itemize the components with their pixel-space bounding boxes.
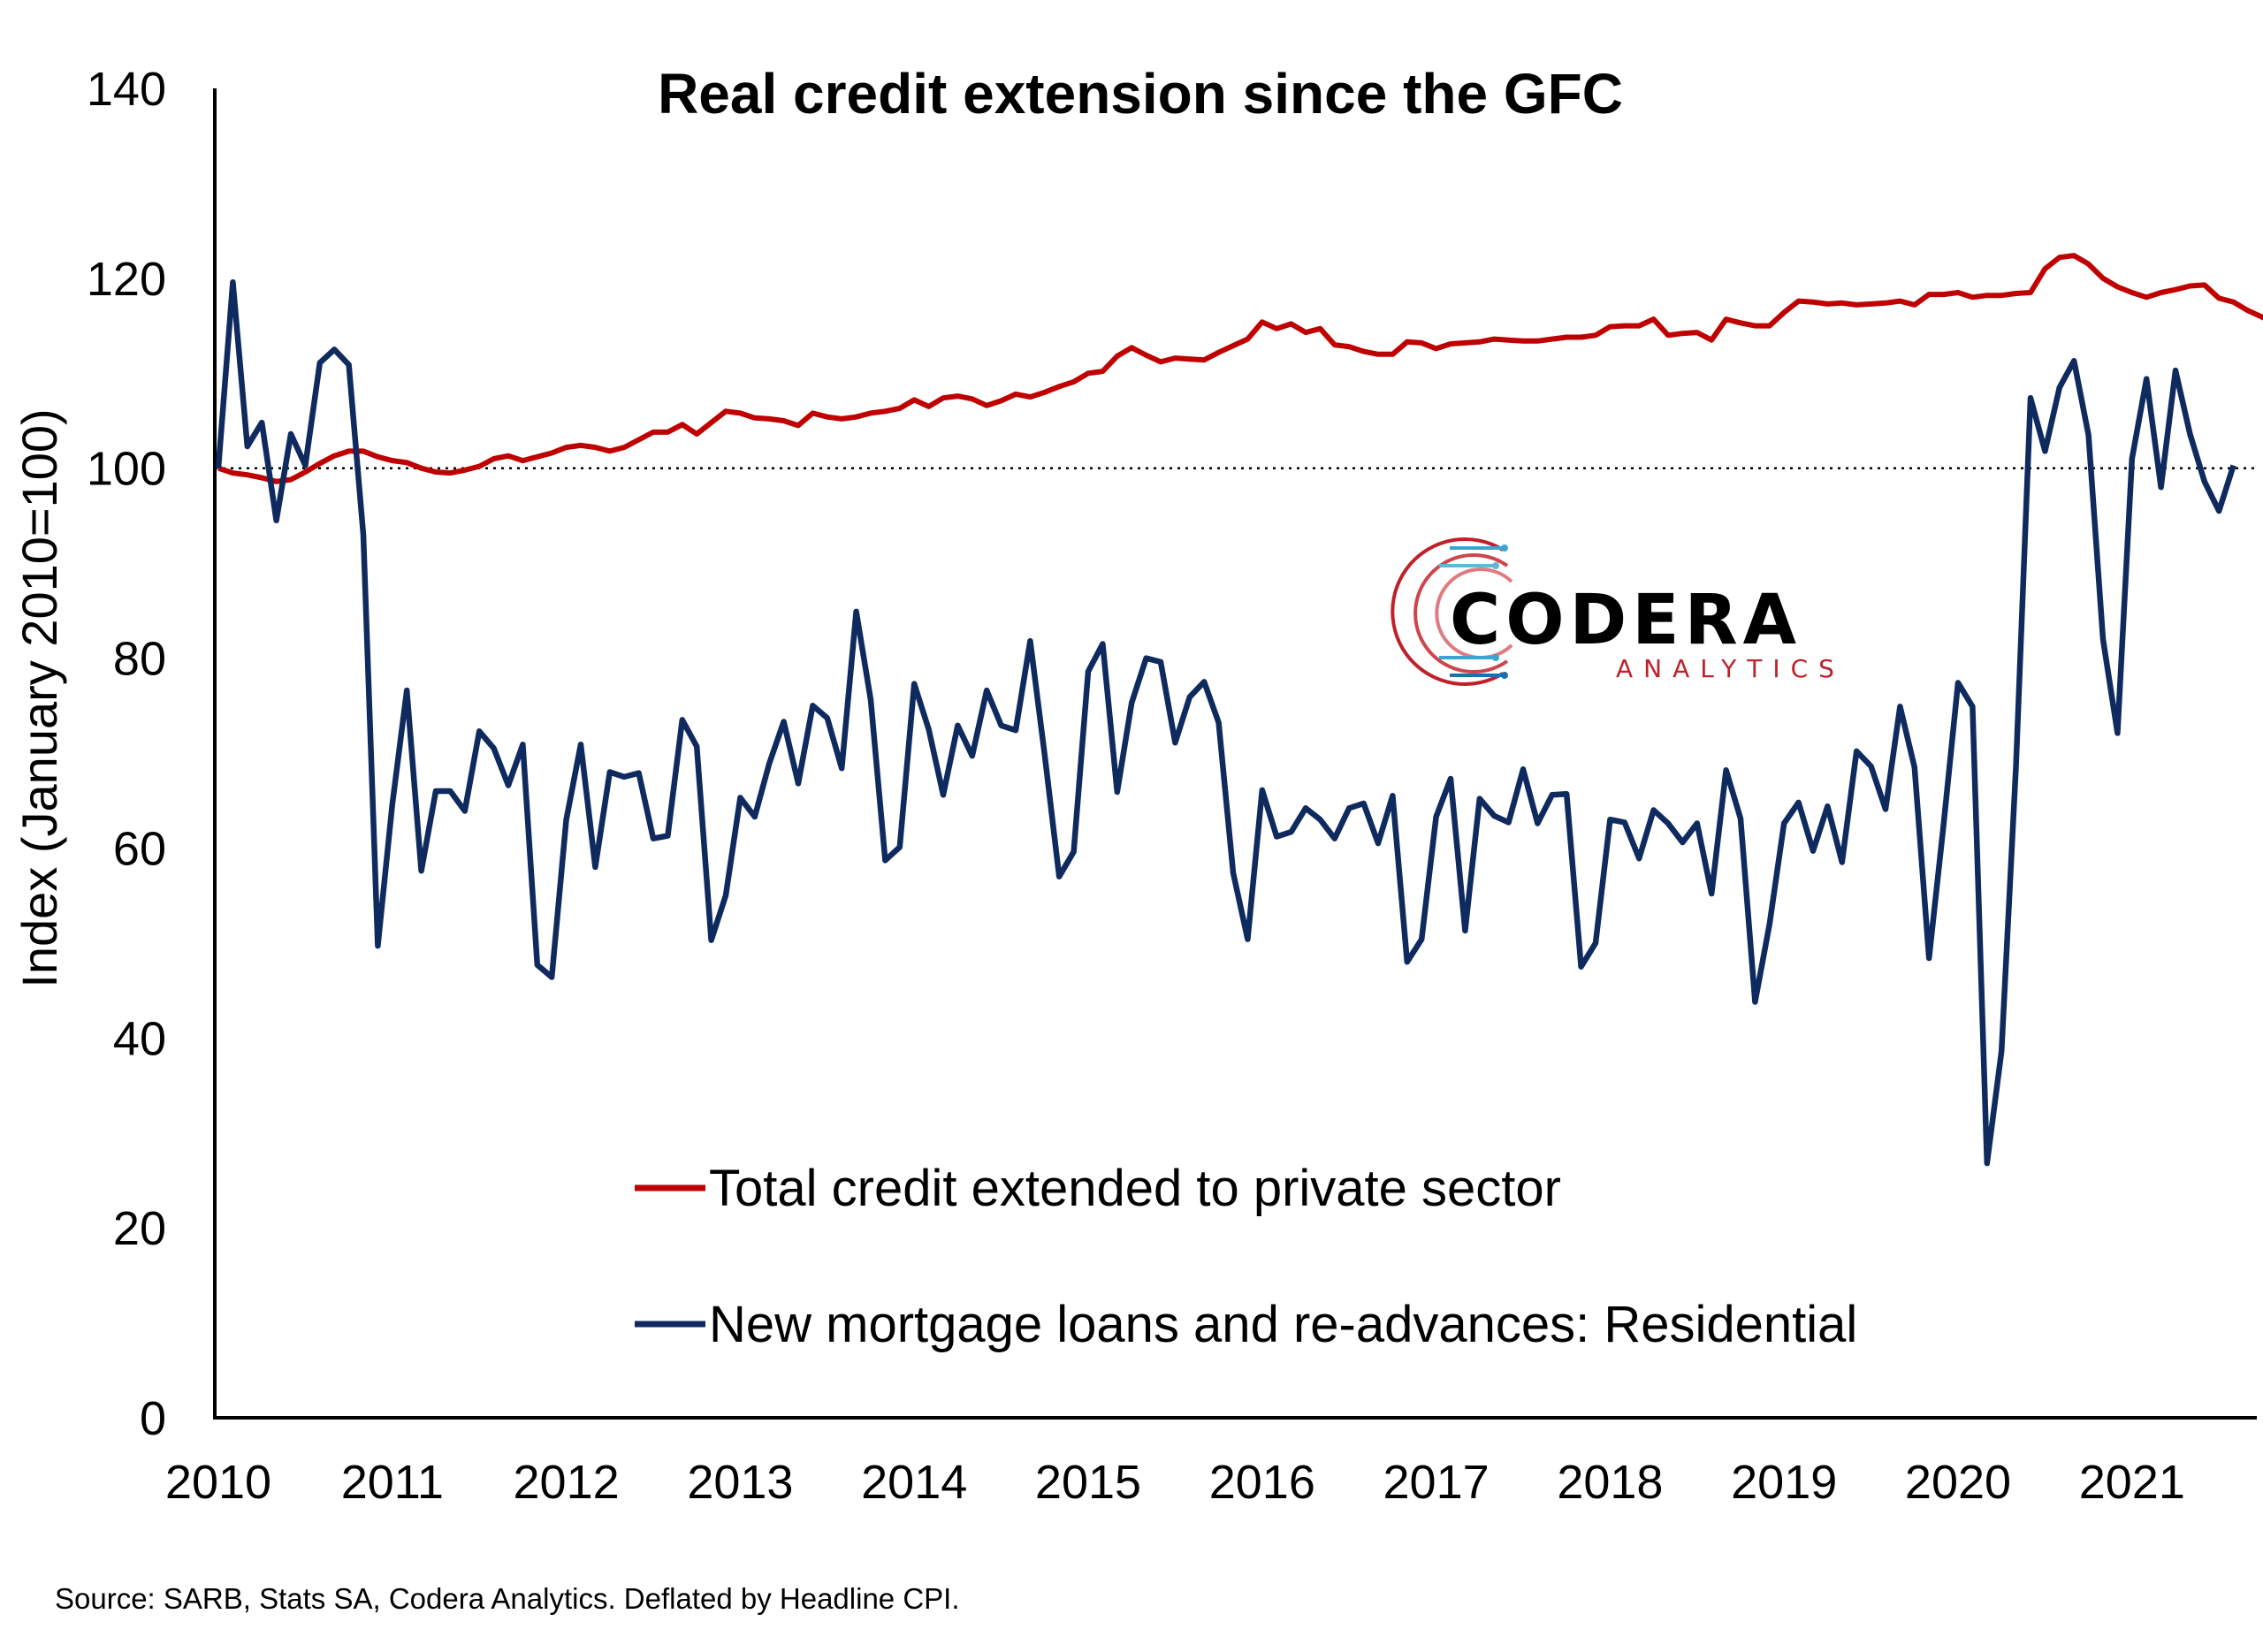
series-line-mortgage-loans (215, 278, 2236, 1167)
logo-circuit-icon (1391, 537, 1513, 686)
y-tick-label: 20 (113, 1202, 166, 1255)
source-note: Source: SARB, Stats SA, Codera Analytics… (55, 1582, 960, 1615)
legend-label-total-credit: Total credit extended to private sector (709, 1160, 1561, 1217)
logo-wordmark: CODERA (1450, 581, 1802, 660)
x-tick-label: 2017 (1383, 1456, 1490, 1509)
legend-label-mortgage-loans: New mortgage loans and re-advances: Resi… (709, 1296, 1857, 1353)
x-tick-label: 2018 (1557, 1456, 1663, 1509)
y-tick-label: 40 (113, 1012, 166, 1065)
logo-subword: ANALYTICS (1616, 654, 1845, 683)
y-tick-label: 60 (113, 822, 166, 875)
y-tick-label: 120 (87, 253, 166, 306)
x-tick-label: 2013 (687, 1456, 793, 1509)
codera-logo: CODERA ANALYTICS (1391, 537, 1845, 686)
x-tick-label: 2011 (341, 1456, 444, 1509)
x-tick-label: 2016 (1209, 1456, 1315, 1509)
y-tick-label: 0 (140, 1392, 166, 1445)
x-tick-label: 2015 (1035, 1456, 1141, 1509)
y-tick-label: 80 (113, 633, 166, 686)
chart-title: Real credit extension since the GFC (658, 62, 1623, 126)
y-tick-label: 140 (87, 63, 166, 116)
series-lines (215, 253, 2263, 1167)
y-tick-labels: 0 20 40 60 80 100 120 140 (87, 63, 166, 1445)
x-tick-label: 2021 (2079, 1456, 2185, 1509)
y-tick-label: 100 (87, 443, 166, 496)
x-tick-label: 2010 (165, 1456, 271, 1509)
x-tick-label: 2019 (1731, 1456, 1837, 1509)
y-axis-label: Index (January 2010=100) (11, 408, 67, 987)
legend: Total credit extended to private sector … (635, 1160, 1857, 1353)
x-tick-label: 2012 (514, 1456, 620, 1509)
x-tick-label: 2020 (1905, 1456, 2011, 1509)
series-line-total-credit (217, 253, 2263, 484)
x-tick-label: 2014 (861, 1456, 967, 1509)
x-tick-labels: 2010 2011 2012 2013 2014 2015 2016 2017 2018 2019… (165, 1456, 2185, 1509)
